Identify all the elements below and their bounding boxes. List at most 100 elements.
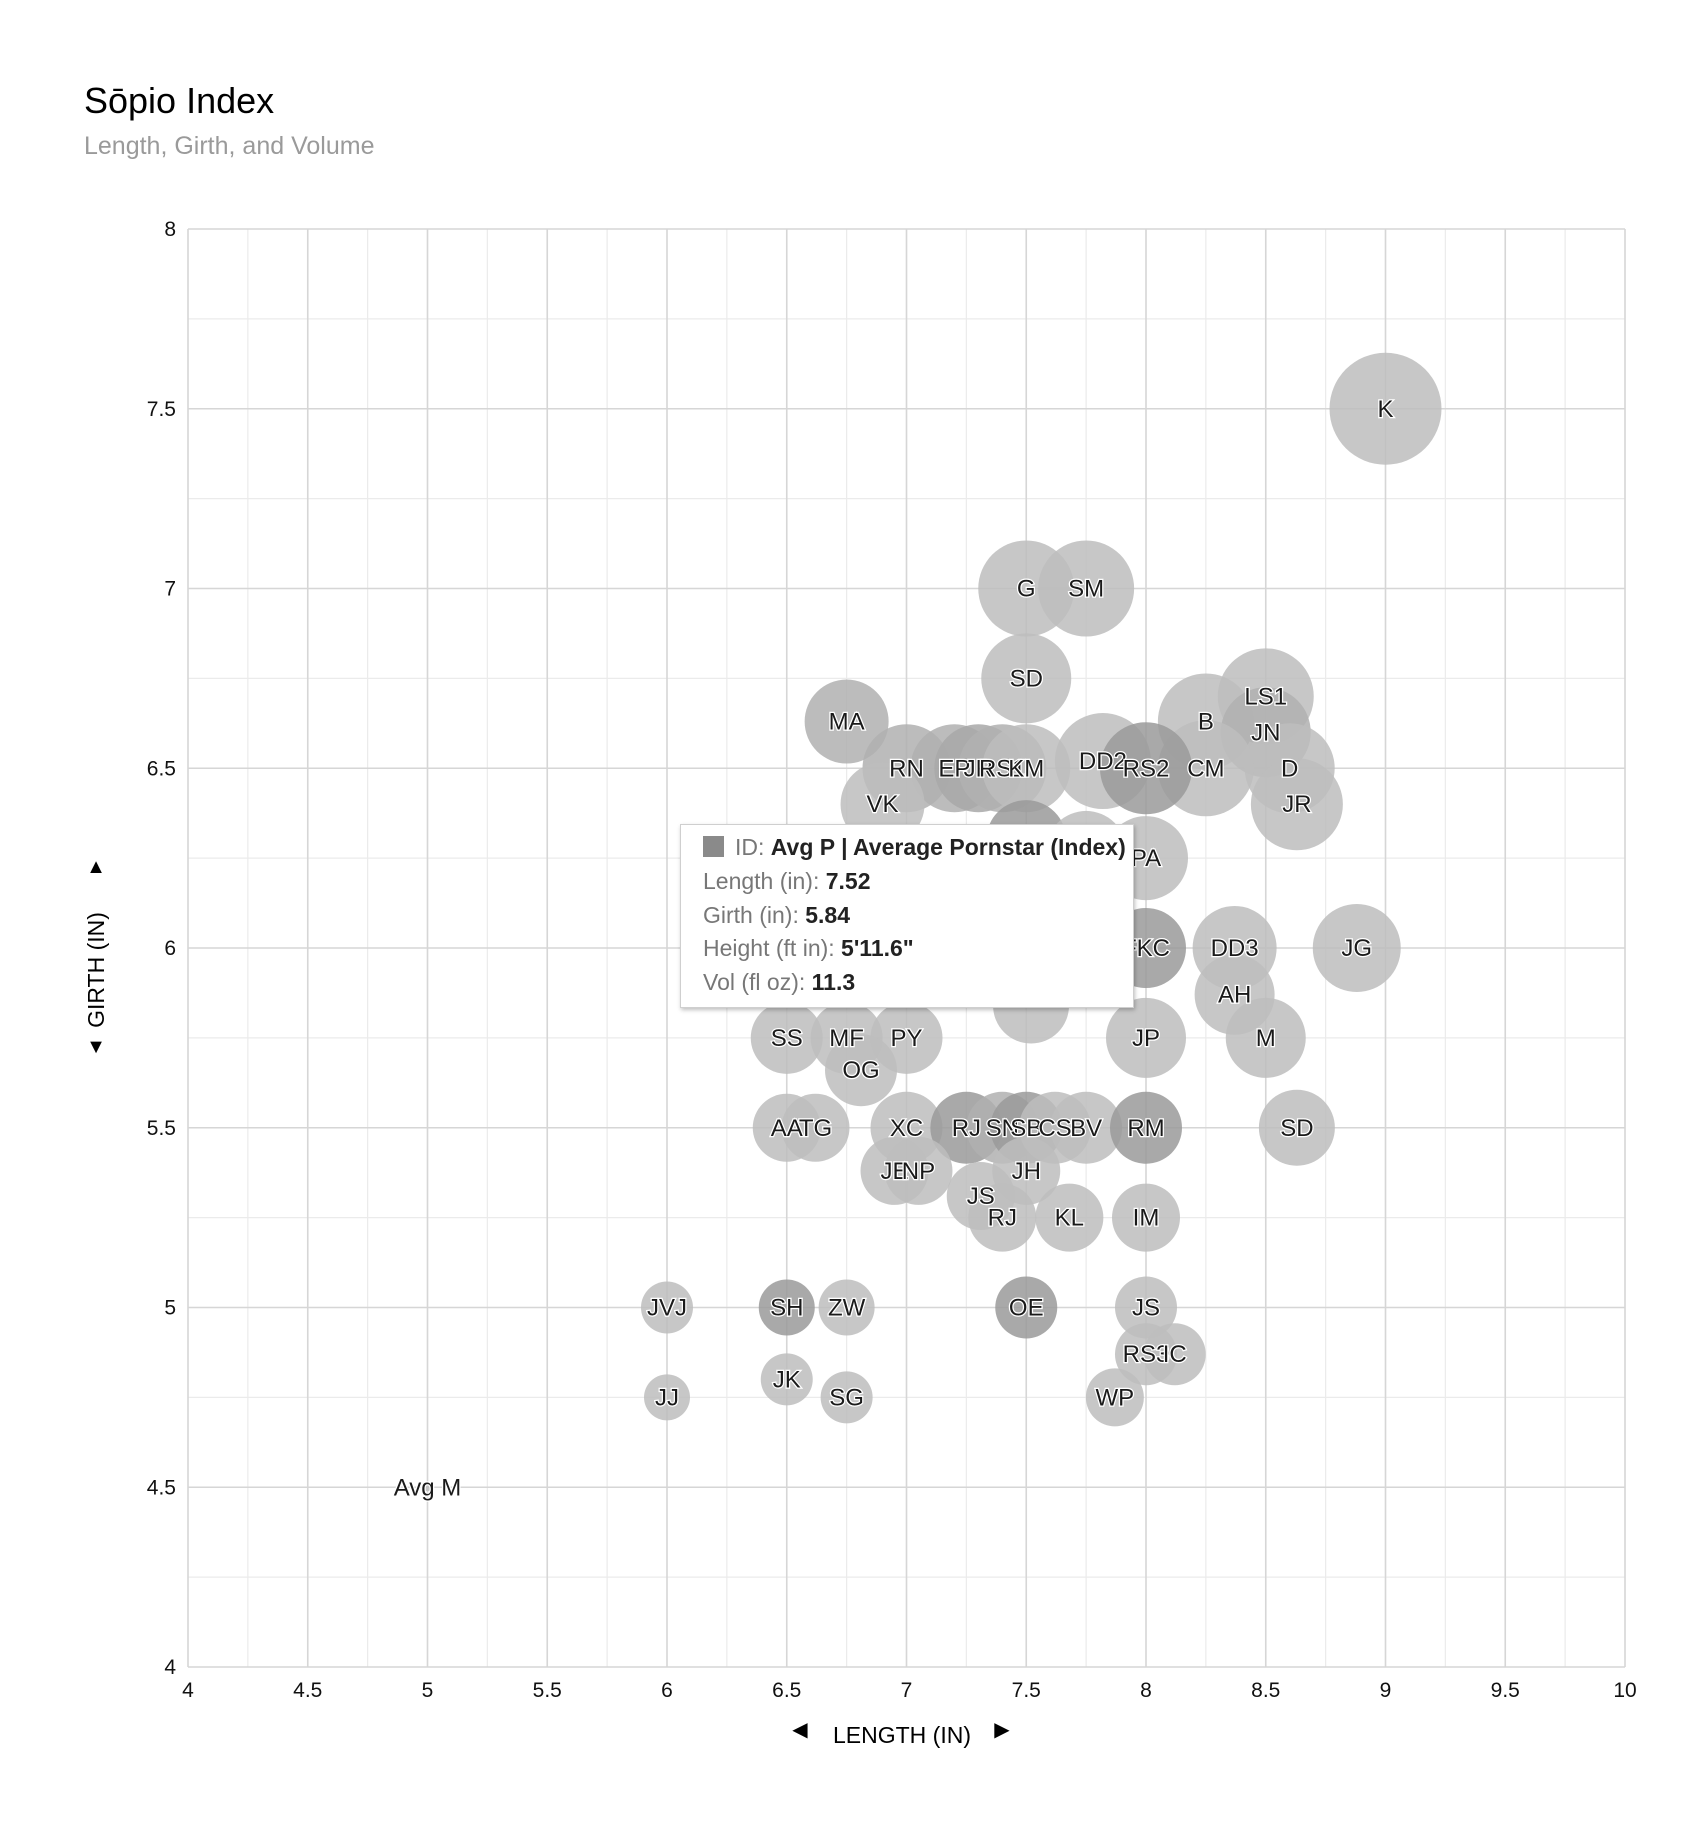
bubble-label: Avg M xyxy=(394,1474,462,1501)
y-axis-up-arrow-icon[interactable]: ▲ xyxy=(86,856,106,878)
bubble-label: SS xyxy=(771,1025,803,1052)
bubble-label: JK xyxy=(773,1366,801,1393)
bubble[interactable] xyxy=(884,1136,953,1205)
bubble-label: RN xyxy=(889,755,924,782)
x-tick-label: 6 xyxy=(661,1679,673,1702)
bubble[interactable] xyxy=(760,1353,813,1406)
bubble-label: RS1 xyxy=(979,755,1026,782)
bubble-label: JE xyxy=(881,1158,909,1185)
bubble-label: PA xyxy=(1131,845,1161,872)
bubble-label: JR xyxy=(964,755,993,782)
bubble[interactable] xyxy=(1225,997,1306,1078)
bubble[interactable] xyxy=(1250,758,1343,851)
bubble[interactable] xyxy=(758,1279,815,1336)
bubble-label: SD xyxy=(1010,665,1043,692)
bubble[interactable] xyxy=(1258,1089,1335,1166)
bubble-label: PY xyxy=(890,1025,922,1052)
bubble[interactable] xyxy=(1115,1276,1177,1339)
bubble-label: EP xyxy=(938,755,970,782)
x-tick-label: 9.5 xyxy=(1491,1679,1520,1702)
bubble-label: RJ xyxy=(952,1115,981,1142)
bubble[interactable] xyxy=(968,1183,1037,1252)
bubble-label: IC xyxy=(1163,1341,1187,1368)
bubble[interactable] xyxy=(781,1093,850,1162)
bubble-label: JS xyxy=(1132,1295,1160,1322)
x-tick-label: 7.5 xyxy=(1012,1679,1041,1702)
bubble-label: BV xyxy=(1070,1115,1102,1142)
x-axis-right-arrow-icon[interactable]: ▶ xyxy=(994,1719,1010,1741)
bubble[interactable] xyxy=(1106,997,1186,1078)
bubble-label: D xyxy=(1281,755,1298,782)
tooltip-girth-label: Girth (in) xyxy=(703,902,793,928)
bubble-label: JP xyxy=(1132,1025,1160,1052)
y-tick-label: 5 xyxy=(164,1297,176,1320)
bubble[interactable] xyxy=(982,724,1071,813)
bubble-label: KM xyxy=(1008,755,1044,782)
bubble[interactable] xyxy=(1112,1183,1180,1252)
bubble[interactable] xyxy=(644,1374,690,1421)
bubble-label: RS3 xyxy=(1123,1341,1170,1368)
bubble-label: CM xyxy=(1187,755,1224,782)
bubble[interactable] xyxy=(1329,352,1442,465)
bubble-label: CS xyxy=(1038,1115,1071,1142)
bubble[interactable] xyxy=(1038,540,1135,637)
bubble[interactable] xyxy=(1085,1368,1144,1427)
tooltip-vol-row: Vol (fl oz): 11.3 xyxy=(703,969,856,995)
bubble-label: B xyxy=(1198,709,1214,736)
tooltip-id-label: ID xyxy=(735,834,758,860)
bubble-label: IM xyxy=(1133,1205,1160,1232)
bubble-label: JH xyxy=(1012,1158,1041,1185)
bubble[interactable] xyxy=(824,1034,897,1107)
axis-ticks: 4 4.5 5 5.5 6 6.5 7 7.5 8 8.5 9 9.5 10 4 4.5 5 5.5 6 6.5 7 7… xyxy=(147,218,1637,1702)
y-tick-label: 7 xyxy=(164,578,176,601)
y-tick-label: 6.5 xyxy=(147,757,176,780)
bubble-label: RM xyxy=(1127,1115,1164,1142)
bubble[interactable] xyxy=(1100,722,1192,815)
y-tick-label: 5.5 xyxy=(147,1117,176,1140)
y-tick-label: 7.5 xyxy=(147,398,176,421)
bubble-label: KL xyxy=(1055,1205,1084,1232)
bubble-label: DD2 xyxy=(1079,748,1127,775)
bubble-label: JN xyxy=(1251,719,1280,746)
bubble-label: LS1 xyxy=(1244,683,1287,710)
tooltip-length-label: Length (in) xyxy=(703,868,813,894)
bubble-label: VK xyxy=(867,791,899,818)
x-tick-label: 5 xyxy=(422,1679,434,1702)
bubble[interactable] xyxy=(1143,1323,1206,1386)
bubble-label: JR xyxy=(1282,791,1311,818)
chart-title: Sōpio Index xyxy=(84,80,275,121)
bubble-label: OG xyxy=(842,1057,879,1084)
tooltip-girth-value: 5.84 xyxy=(805,902,850,928)
x-tick-label: 4 xyxy=(182,1679,194,1702)
bubble[interactable] xyxy=(818,1279,875,1336)
bubble-label: MF xyxy=(829,1025,864,1052)
tooltip-height-row: Height (ft in): 5'11.6" xyxy=(703,935,914,961)
x-tick-label: 4.5 xyxy=(293,1679,322,1702)
tooltip-length-value: 7.52 xyxy=(825,868,871,894)
x-tick-label: 8 xyxy=(1140,1679,1152,1702)
bubble[interactable] xyxy=(641,1281,693,1334)
bubble-label: JJ xyxy=(655,1384,679,1411)
bubble-label: JG xyxy=(1341,935,1372,962)
bubble-label: K xyxy=(1377,396,1393,423)
bubble[interactable] xyxy=(1110,1091,1182,1164)
bubble[interactable] xyxy=(750,1001,823,1074)
tooltip-height-value: 5'11.6" xyxy=(841,935,914,961)
bubble[interactable] xyxy=(1050,1091,1123,1164)
bubble[interactable] xyxy=(1312,904,1401,992)
y-axis-title: GIRTH (IN) xyxy=(83,912,109,1028)
bubble[interactable] xyxy=(423,1483,432,1492)
bubble[interactable] xyxy=(1035,1183,1104,1252)
bubble[interactable] xyxy=(981,633,1072,724)
x-tick-label: 6.5 xyxy=(772,1679,801,1702)
bubble[interactable] xyxy=(995,1276,1058,1339)
x-axis-left-arrow-icon[interactable]: ◀ xyxy=(792,1719,808,1741)
bubble[interactable] xyxy=(804,679,889,764)
bubble[interactable] xyxy=(820,1371,873,1424)
tooltip-height-label: Height (ft in) xyxy=(703,935,829,961)
x-axis-title: LENGTH (IN) xyxy=(833,1722,971,1748)
y-axis-down-arrow-icon[interactable]: ▼ xyxy=(86,1036,106,1058)
bubble-label: RJ xyxy=(988,1205,1017,1232)
axis-labels: ◀ LENGTH (IN) ▶ ▲ GIRTH (IN) ▼ xyxy=(83,856,1010,1748)
